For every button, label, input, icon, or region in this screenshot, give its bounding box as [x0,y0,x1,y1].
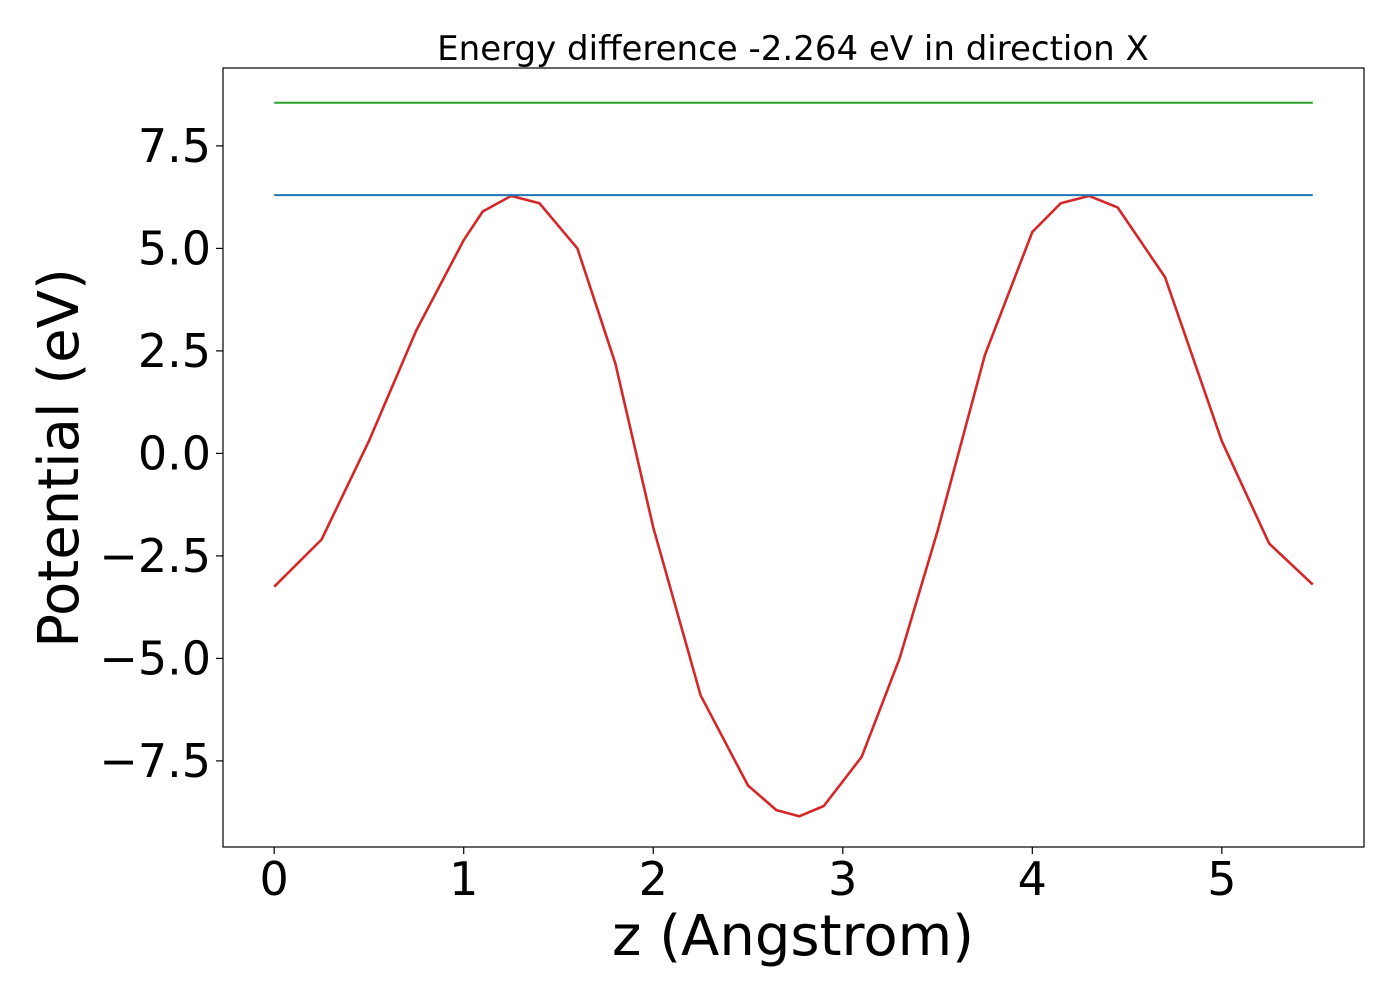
y-tick-label: −7.5 [99,734,211,788]
x-tick-label: 0 [260,852,289,906]
x-tick-label: 4 [1018,852,1047,906]
y-tick-label: −2.5 [99,529,211,583]
plot-frame [222,67,1365,848]
y-tick-label: −5.0 [99,631,211,685]
potential-curve [273,194,1314,818]
chart-title: Energy difference -2.264 eV in direction… [437,29,1149,69]
y-axis: −7.5 −5.0 −2.5 0.0 2.5 5.0 7.5 [99,119,223,788]
x-axis-label: z (Angstrom) [612,904,974,969]
x-axis: 0 1 2 3 4 5 [260,847,1236,906]
x-tick-label: 2 [639,852,668,906]
y-tick-label: 0.0 [138,426,211,480]
x-tick-label: 3 [828,852,857,906]
x-tick-label: 1 [449,852,478,906]
x-tick-label: 5 [1207,852,1236,906]
y-axis-label: Potential (eV) [27,268,92,648]
y-tick-label: 2.5 [138,324,211,378]
y-tick-label: 5.0 [138,221,211,275]
y-tick-label: 7.5 [138,119,211,173]
plot-lines [273,101,1314,818]
